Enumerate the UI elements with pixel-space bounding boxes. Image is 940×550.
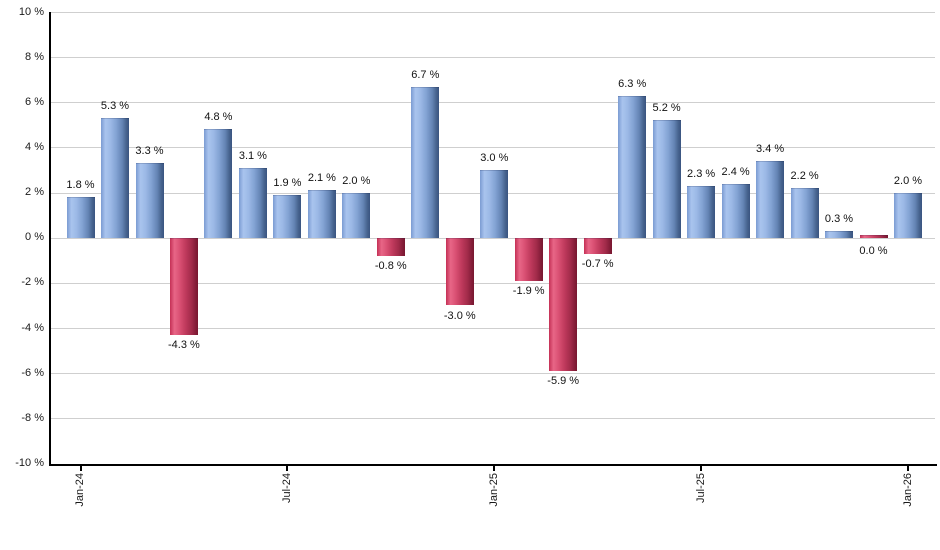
bar-Sep-25 (756, 161, 785, 238)
bar-Jun-25 (652, 120, 681, 238)
bar-Jan-25 (480, 170, 509, 238)
bar-Jul-24 (273, 194, 302, 238)
bar-Mar-24 (135, 163, 164, 238)
bar-Jan-24 (66, 197, 95, 238)
y-axis-label: -2 % (21, 276, 44, 289)
bar-Dec-25 (859, 234, 888, 238)
bar-Jan-26 (894, 192, 922, 238)
x-axis-label: Jan-26 (901, 472, 914, 507)
bar-Jul-25 (687, 185, 716, 238)
y-axis-label: 4 % (25, 140, 44, 153)
bar-value-label: -5.9 % (547, 374, 580, 387)
bar-Sep-24 (342, 192, 371, 238)
x-axis-tick (493, 463, 496, 471)
y-axis-label: -4 % (21, 321, 44, 334)
bar-Oct-24 (376, 237, 405, 256)
x-axis-label: Jan-24 (74, 472, 86, 507)
gridline--8 (49, 418, 935, 420)
y-axis-label: 2 % (25, 186, 44, 199)
bar-Feb-24 (101, 118, 129, 238)
bar-Nov-24 (411, 86, 440, 238)
y-axis-line (49, 12, 51, 464)
bar-value-label: 2.0 % (342, 174, 371, 187)
bar-value-label: 2.4 % (721, 165, 750, 178)
bar-May-25 (618, 95, 647, 238)
bar-value-label: 6.3 % (618, 77, 647, 90)
bar-Apr-24 (169, 237, 198, 335)
bar-value-label: 2.0 % (893, 174, 923, 187)
y-axis-label: 8 % (25, 50, 44, 63)
x-axis-tick (79, 463, 82, 471)
gridline-6 (49, 102, 935, 104)
x-axis-label: Jul-24 (280, 472, 293, 503)
y-axis-label: 10 % (18, 5, 44, 18)
bar-value-label: 4.8 % (204, 111, 233, 124)
bar-value-label: -0.7 % (581, 257, 614, 270)
bar-Feb-25 (514, 237, 543, 281)
bar-value-label: 1.9 % (273, 176, 302, 189)
bar-Oct-25 (790, 188, 819, 238)
x-axis-label: Jul-25 (694, 472, 707, 503)
y-axis-label: -6 % (21, 366, 44, 379)
x-axis-label: Jan-25 (487, 472, 500, 507)
bar-Dec-24 (445, 237, 474, 306)
gridline-0 (49, 237, 935, 239)
x-axis-line (49, 463, 937, 466)
gridline--4 (49, 328, 935, 330)
bar-value-label: 3.0 % (480, 152, 509, 164)
bar-May-24 (204, 129, 233, 238)
bar-value-label: 3.3 % (135, 145, 164, 158)
bar-value-label: 2.1 % (307, 172, 336, 185)
bar-Mar-25 (549, 237, 578, 371)
bar-value-label: 5.2 % (652, 102, 681, 115)
bar-Aug-25 (721, 183, 750, 238)
bar-value-label: -1.9 % (512, 284, 545, 297)
bar-value-label: -4.3 % (167, 338, 200, 351)
gridline--2 (49, 282, 935, 284)
x-axis-tick (286, 463, 289, 471)
bar-value-label: -3.0 % (443, 309, 476, 322)
bar-value-label: 3.1 % (238, 149, 267, 162)
y-axis-label: 0 % (25, 231, 44, 244)
bar-value-label: 5.3 % (100, 100, 130, 113)
y-axis-label: -8 % (21, 411, 44, 424)
bar-Aug-24 (307, 190, 336, 238)
gridline-8 (49, 57, 935, 59)
y-axis-label: 6 % (25, 95, 44, 108)
bar-value-label: 0.0 % (859, 244, 888, 257)
bar-value-label: 3.4 % (756, 143, 785, 155)
x-axis-tick (700, 463, 703, 471)
bar-value-label: 6.7 % (411, 68, 440, 81)
gridline-10 (49, 12, 935, 13)
bar-value-label: -0.8 % (374, 259, 407, 272)
gridline-4 (49, 147, 935, 149)
bar-Apr-25 (583, 237, 612, 254)
y-axis-label: -10 % (15, 457, 44, 469)
gridline--6 (49, 373, 935, 375)
bar-value-label: 1.8 % (66, 179, 95, 192)
bar-Nov-25 (825, 231, 853, 238)
bar-value-label: 2.2 % (790, 170, 819, 183)
bar-Jun-24 (238, 167, 267, 238)
x-axis-tick (907, 463, 909, 471)
bar-value-label: 2.3 % (687, 167, 716, 180)
bar-value-label: 0.3 % (824, 213, 854, 225)
